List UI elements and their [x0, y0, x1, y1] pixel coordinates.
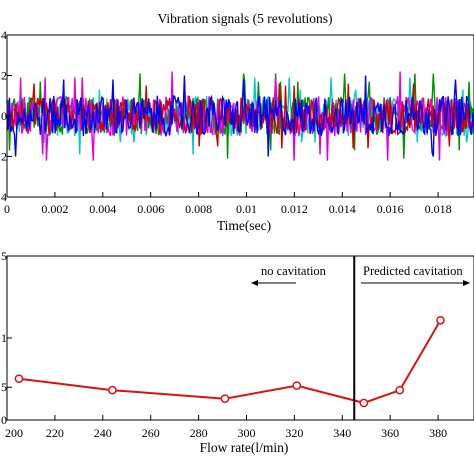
flow-rate-x-tick-label: 380	[429, 426, 447, 440]
vibration-y-tick-label: 2	[1, 150, 7, 164]
flow-rate-y-tick-label: 1	[1, 331, 7, 345]
vibration-x-tick-label: 0.008	[185, 202, 212, 216]
vibration-x-tick-label: 0.012	[281, 202, 308, 216]
flow-rate-x-tick-label: 280	[190, 426, 208, 440]
vibration-y-tick-label: 0	[1, 109, 7, 123]
vibration-x-tick-label: 0.002	[41, 202, 68, 216]
flow-rate-point	[14, 374, 24, 384]
flow-rate-x-tick-label: 300	[237, 426, 255, 440]
flow-rate-y-tick-label: 5	[1, 249, 7, 263]
vibration-x-tick-label: 0.018	[425, 202, 452, 216]
cavitation-annotations: no cavitation Predicted cavitation	[251, 264, 470, 286]
vibration-ticks: 0 0.002 0.004 0.006 0.008 0.01 0.012 0.014 0.016…	[1, 28, 452, 216]
flow-rate-point	[108, 385, 117, 395]
vibration-x-tick-label: 0.014	[329, 202, 356, 216]
flow-rate-ticks: 200 220 240 260 280 300 320 340 360 380 5 1 5 0	[1, 249, 447, 440]
vibration-x-axis-label: Time(sec)	[217, 218, 271, 233]
vibration-x-tick-label: 0.01	[236, 202, 257, 216]
vibration-chart: Vibration signals (5 revolutions) 0 0.002…	[1, 11, 474, 233]
flow-rate-y-tick-label: 5	[1, 380, 7, 394]
flow-rate-point	[220, 394, 230, 404]
vibration-x-tick-label: 0.016	[377, 202, 404, 216]
vibration-x-tick-label: 0.004	[89, 202, 116, 216]
predicted-cavitation-arrowhead	[463, 280, 470, 286]
vibration-series-group	[6, 71, 474, 161]
flow-rate-x-axis-label: Flow rate(l/min)	[200, 440, 289, 455]
flow-rate-x-tick-label: 220	[46, 426, 64, 440]
no-cavitation-label: no cavitation	[261, 264, 327, 278]
flow-rate-y-tick-label: 0	[1, 413, 7, 427]
predicted-cavitation-label: Predicted cavitation	[363, 264, 463, 278]
vibration-chart-title: Vibration signals (5 revolutions)	[157, 11, 332, 26]
flow-rate-x-tick-label: 200	[5, 426, 23, 440]
vibration-y-tick-label: 4	[1, 28, 7, 42]
flow-rate-x-tick-label: 340	[333, 426, 351, 440]
vibration-y-tick-label: 2	[1, 69, 7, 83]
flow-rate-point	[436, 315, 445, 325]
flow-rate-x-tick-label: 320	[285, 426, 303, 440]
flow-rate-point	[292, 381, 302, 390]
flow-rate-series-group	[14, 315, 445, 408]
vibration-series-5	[6, 75, 474, 157]
flow-rate-point	[395, 385, 405, 395]
vibration-x-tick-label: 0.006	[137, 202, 164, 216]
vibration-y-tick-label: 4	[1, 190, 7, 204]
flow-rate-x-tick-label: 260	[142, 426, 160, 440]
no-cavitation-arrowhead	[251, 280, 258, 286]
vibration-x-tick-label: 0	[4, 202, 10, 216]
flow-rate-point	[359, 398, 369, 408]
flow-rate-series-line	[18, 319, 442, 404]
flow-rate-chart: no cavitation Predicted cavitation 200 22…	[1, 249, 474, 455]
flow-rate-x-tick-label: 240	[94, 426, 112, 440]
flow-rate-x-tick-label: 360	[381, 426, 399, 440]
